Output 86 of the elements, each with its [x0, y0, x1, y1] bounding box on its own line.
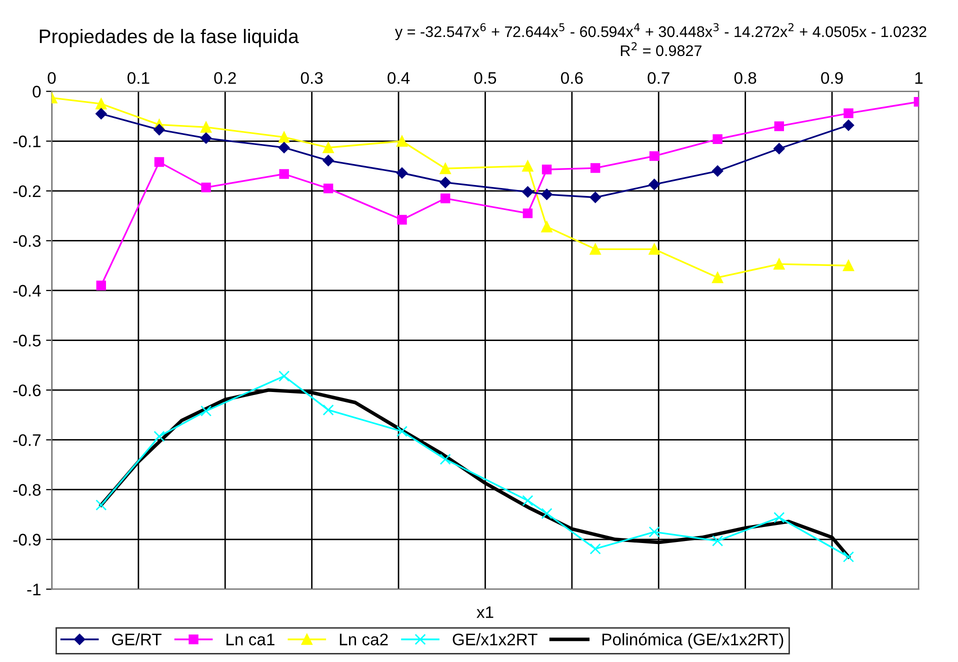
x-tick-label: 0.4: [388, 72, 410, 84]
point: [590, 244, 601, 255]
point: [712, 165, 724, 177]
point: [590, 192, 601, 203]
text: y = -32.547x$^{6}$ + 72.644x$^{5}$ - 60.594x$^{4}$ + 30.448x$^{3}$ - 14.272x$^{2}$ + 4.0505x - 1.0232: [394, 23, 926, 40]
point: [844, 108, 854, 118]
point: [712, 272, 724, 284]
point: [774, 512, 785, 524]
point: [522, 208, 533, 218]
point: [200, 132, 212, 144]
point: [440, 176, 451, 188]
point: [200, 405, 212, 417]
x-tick-label: 0.8: [734, 72, 756, 84]
point: [440, 454, 451, 465]
legend-label: GE/x1x2RT: [452, 633, 538, 646]
point: [96, 98, 107, 110]
y-tick-label: -0.4: [13, 284, 41, 297]
point: [96, 108, 107, 120]
point: [322, 404, 334, 416]
point: [522, 160, 534, 172]
point: [322, 154, 334, 166]
x-tick-label: 0: [48, 72, 56, 84]
legend-label: Ln ca2: [340, 634, 388, 646]
y-tick-label: -1: [27, 584, 41, 596]
y-tick-label: -0.5: [13, 334, 41, 346]
point: [842, 120, 854, 131]
y-tick-label: -0.6: [13, 384, 41, 396]
point: [96, 280, 106, 290]
x-tick-label: 0.2: [214, 72, 236, 84]
point: [200, 122, 212, 133]
point: [541, 188, 552, 200]
point: [774, 143, 785, 154]
x-tick-label: 0.6: [560, 72, 583, 84]
point: [96, 499, 107, 511]
x-tick-label: 0.7: [648, 72, 670, 84]
point: [522, 186, 534, 198]
point: [278, 370, 290, 382]
x-tick-label: 0.9: [821, 72, 843, 84]
y-tick-label: -0.2: [13, 185, 40, 198]
point: [774, 121, 784, 132]
y-tick-label: -0.9: [13, 534, 41, 546]
point: [154, 124, 165, 136]
point: [541, 221, 552, 232]
point: [542, 164, 552, 174]
point: [590, 543, 601, 554]
point: [590, 163, 600, 173]
point: [323, 184, 334, 194]
point: [278, 142, 290, 154]
point: [397, 214, 407, 225]
y-tick-label: -0.7: [13, 434, 40, 446]
point: [278, 132, 290, 143]
point: [440, 194, 450, 204]
x-axis-title: x1: [476, 606, 494, 618]
point: [541, 508, 552, 520]
point: [322, 142, 334, 154]
point: [440, 162, 451, 174]
point: [774, 258, 785, 270]
x-tick-label: 0.3: [300, 72, 323, 84]
y-tick-label: -0.1: [13, 136, 41, 148]
point: [842, 260, 854, 272]
legend-label: Ln ca1: [226, 634, 274, 646]
point: [396, 167, 408, 179]
y-tick-label: -0.3: [13, 235, 41, 247]
y-tick-label: -0.8: [13, 484, 41, 496]
legend-label: GE/RT: [112, 633, 162, 646]
y-tick-label: 0: [32, 86, 41, 98]
point: [842, 551, 854, 562]
point: [648, 244, 660, 255]
point: [649, 151, 660, 161]
point: [154, 430, 165, 442]
point: [712, 535, 724, 546]
point: [648, 526, 660, 538]
point: [396, 136, 408, 147]
chart-title: Propiedades de la fase liquida: [40, 28, 299, 48]
x-tick-label: 0.5: [474, 72, 496, 84]
point: [279, 169, 289, 179]
point: [201, 182, 211, 192]
point: [522, 495, 534, 506]
text: R$^{2}$ = 0.9827: [620, 42, 702, 56]
x-tick-label: 1: [915, 72, 923, 84]
point: [712, 134, 722, 144]
legend-label: Polinómica (GE/x1x2RT): [602, 632, 784, 649]
point: [648, 178, 660, 190]
point: [396, 426, 408, 437]
x-tick-label: 0.1: [128, 72, 150, 84]
point: [154, 157, 164, 167]
